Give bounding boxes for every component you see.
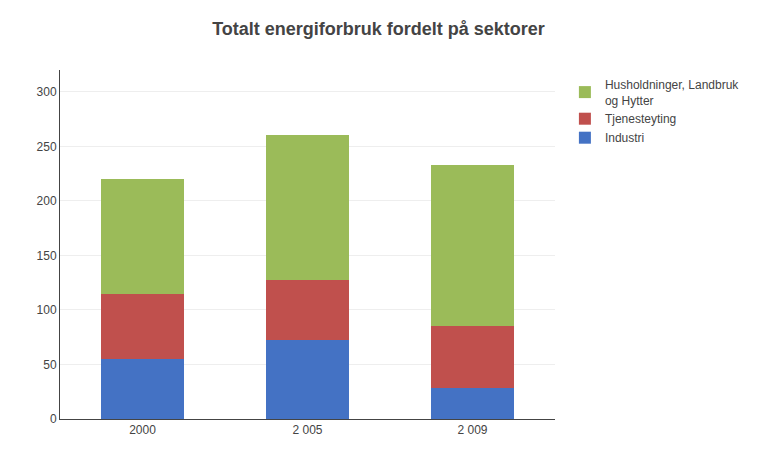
svg-text:250: 250 <box>37 140 57 154</box>
svg-text:200: 200 <box>37 194 57 208</box>
svg-text:Husholdninger, Landbrukog Hytt: Husholdninger, Landbrukog Hytter <box>605 78 739 108</box>
svg-text:Totalt energiforbruk fordelt p: Totalt energiforbruk fordelt på sektorer <box>212 19 545 39</box>
svg-text:150: 150 <box>37 249 57 263</box>
svg-text:Tjenesteyting: Tjenesteyting <box>605 112 676 126</box>
svg-text:2 005: 2 005 <box>292 423 322 437</box>
svg-text:2000: 2000 <box>129 423 156 437</box>
svg-text:0: 0 <box>50 412 57 426</box>
svg-text:300: 300 <box>37 85 57 99</box>
svg-text:2 009: 2 009 <box>457 423 487 437</box>
svg-text:100: 100 <box>37 303 57 317</box>
svg-text:50: 50 <box>43 358 57 372</box>
svg-text:Industri: Industri <box>605 131 644 145</box>
